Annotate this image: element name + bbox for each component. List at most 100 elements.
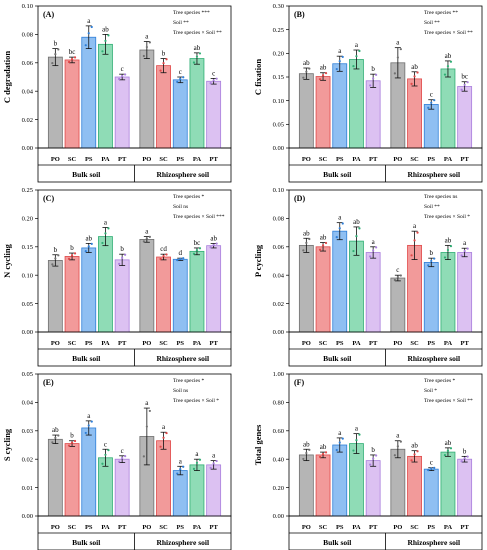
replicate-dot bbox=[335, 448, 338, 452]
category-label: PT bbox=[460, 524, 469, 531]
replicate-dot bbox=[67, 257, 71, 260]
panel-tag: (F) bbox=[294, 378, 305, 387]
replicate-dot bbox=[430, 467, 433, 470]
stat-line: Soil ** bbox=[424, 204, 440, 210]
significance-letter: b bbox=[162, 50, 166, 58]
replicate-dot bbox=[369, 463, 372, 466]
bar bbox=[81, 427, 97, 517]
replicate-dot bbox=[54, 53, 57, 56]
significance-letter: b bbox=[463, 447, 467, 455]
replicate-dot bbox=[192, 467, 196, 470]
replicate-dot bbox=[215, 459, 218, 463]
y-tick-label: 0.40 bbox=[273, 456, 284, 463]
replicate-dot bbox=[338, 441, 341, 444]
y-tick-label: 0.25 bbox=[273, 27, 284, 34]
replicate-dot bbox=[308, 67, 311, 70]
category-label: PO bbox=[393, 156, 402, 163]
panel-tag: (B) bbox=[294, 10, 305, 19]
bar bbox=[457, 252, 473, 333]
significance-letter: c bbox=[430, 459, 433, 467]
replicate-dot bbox=[51, 263, 54, 266]
group-label: Bulk soil bbox=[323, 170, 351, 179]
significance-letter: a bbox=[212, 452, 216, 460]
replicate-dot bbox=[124, 455, 127, 458]
y-tick-label: 0.15 bbox=[273, 74, 284, 81]
y-tick-label: 0.80 bbox=[273, 400, 284, 407]
replicate-dot bbox=[396, 56, 399, 59]
stat-line: Soil ** bbox=[424, 20, 440, 26]
category-label: PT bbox=[460, 156, 469, 163]
significance-letter: ab bbox=[411, 63, 418, 71]
replicate-dot bbox=[182, 465, 185, 468]
significance-letter: ab bbox=[320, 443, 327, 451]
replicate-dot bbox=[446, 449, 450, 452]
replicate-dot bbox=[305, 70, 308, 73]
replicate-dot bbox=[118, 460, 121, 463]
replicate-dot bbox=[324, 241, 328, 245]
replicate-dot bbox=[335, 67, 338, 71]
replicate-dot bbox=[427, 469, 430, 472]
y-tick-label: 0.10 bbox=[22, 272, 33, 279]
y-tick-label: 0.08 bbox=[22, 32, 33, 39]
category-label: SC bbox=[319, 340, 328, 347]
replicate-dot bbox=[54, 257, 57, 260]
replicate-dot bbox=[399, 48, 402, 51]
replicate-dot bbox=[124, 73, 127, 76]
replicate-dot bbox=[305, 241, 308, 244]
category-label: PS bbox=[85, 156, 93, 163]
category-label: SC bbox=[68, 156, 77, 163]
category-label: SC bbox=[68, 524, 77, 531]
replicate-dot bbox=[324, 72, 328, 75]
bar bbox=[365, 80, 381, 149]
significance-letter: a bbox=[463, 239, 467, 247]
bar bbox=[98, 236, 113, 333]
bar bbox=[64, 443, 80, 517]
category-label: SC bbox=[410, 524, 419, 531]
replicate-dot bbox=[443, 453, 447, 457]
y-tick-label: 0.06 bbox=[22, 60, 34, 67]
chart-panel-1: 0.00 0.02 0.04 0.06 0.08 0.10 C degradation (A)… bbox=[2, 3, 232, 183]
replicate-dot bbox=[165, 58, 168, 61]
replicate-dot bbox=[427, 106, 430, 109]
replicate-dot bbox=[179, 77, 182, 80]
y-tick-label: 0.04 bbox=[273, 272, 285, 279]
group-label: Rhizosphere soil bbox=[407, 354, 460, 363]
category-label: PS bbox=[336, 524, 344, 531]
group-label: Rhizosphere soil bbox=[407, 170, 460, 179]
replicate-dot bbox=[182, 257, 185, 260]
significance-letter: bc bbox=[69, 48, 76, 56]
bar bbox=[156, 256, 171, 333]
chart-panel-5: 0.00 0.01 0.02 0.03 0.04 0.05 S cycling (E) Tree… bbox=[2, 371, 232, 550]
significance-letter: a bbox=[104, 218, 108, 226]
category-label: PT bbox=[369, 524, 378, 531]
significance-letter: ab bbox=[445, 439, 452, 447]
replicate-dot bbox=[84, 431, 87, 435]
significance-letter: ab bbox=[85, 234, 92, 242]
category-label: PT bbox=[209, 524, 218, 531]
y-tick-label: 0.06 bbox=[273, 244, 285, 251]
group-label: Bulk soil bbox=[323, 538, 351, 547]
replicate-dot bbox=[212, 79, 215, 82]
bar bbox=[206, 80, 222, 149]
replicate-dot bbox=[372, 249, 375, 252]
significance-letter: a bbox=[338, 429, 342, 437]
replicate-dot bbox=[73, 439, 77, 443]
replicate-dot bbox=[413, 75, 416, 78]
bar bbox=[298, 454, 314, 517]
replicate-dot bbox=[410, 254, 413, 257]
chart-panel-2: 0.00 0.05 0.10 0.15 0.20 0.25 0.30 C fixation (B… bbox=[253, 3, 483, 183]
category-label: PT bbox=[369, 156, 378, 163]
bar bbox=[47, 260, 63, 333]
replicate-dot bbox=[192, 61, 196, 64]
replicate-dot bbox=[54, 436, 57, 439]
replicate-dot bbox=[104, 232, 107, 235]
replicate-dot bbox=[399, 274, 402, 277]
replicate-dot bbox=[73, 56, 77, 59]
replicate-dot bbox=[463, 83, 466, 86]
group-label: Bulk soil bbox=[323, 354, 351, 363]
replicate-dot bbox=[433, 466, 436, 469]
significance-letter: a bbox=[413, 222, 417, 230]
replicate-dot bbox=[463, 249, 466, 253]
category-label: PO bbox=[302, 340, 311, 347]
bar bbox=[332, 444, 348, 517]
